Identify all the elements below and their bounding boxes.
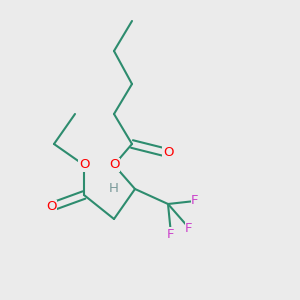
Text: O: O (46, 200, 56, 214)
Text: F: F (185, 221, 193, 235)
Text: O: O (79, 158, 89, 172)
Text: F: F (191, 194, 199, 208)
Text: F: F (167, 227, 175, 241)
Text: O: O (109, 158, 119, 172)
Text: H: H (109, 182, 119, 196)
Text: O: O (163, 146, 173, 160)
